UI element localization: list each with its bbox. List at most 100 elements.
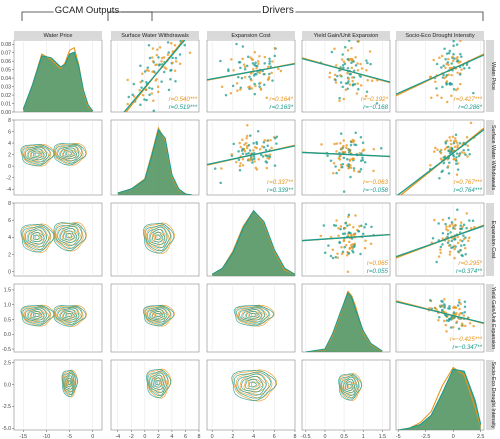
outputs-bracket [21,11,153,21]
scatter-point [354,131,357,135]
panel-r4-c1 [110,359,200,431]
y-tick-label: 0 [8,270,11,276]
contour-line [62,230,75,241]
scatter-point [435,308,438,311]
y-tick-label: 0.04 [1,76,11,82]
scatter-point [339,132,343,135]
scatter-point [472,324,475,328]
scatter-point [126,102,129,106]
scatter-point [344,45,347,49]
y-tick-label: 0.06 [1,59,11,65]
scatter-point [467,239,470,243]
scatter-point [455,152,459,155]
contour-line [147,307,168,323]
contour-line [148,226,170,248]
contour-line [251,313,259,318]
contour-line [62,311,75,319]
contour-line [57,145,80,162]
contour-line [62,149,75,158]
scatter-point [465,226,468,230]
scatter-point [273,164,277,167]
correlation-label-orange: r=0.427*** [454,96,483,103]
scatter-point [138,88,141,92]
scatter-point [449,139,453,142]
scatter-point [347,163,351,166]
scatter-point [456,235,459,239]
scatter-point [449,231,452,234]
scatter-point [441,218,445,222]
contour-line [343,378,356,394]
contour-line [67,313,74,318]
scatter-point [249,72,253,75]
scatter-point [455,162,458,165]
scatter-point [241,57,244,61]
scatter-point [450,239,454,243]
scatter-point [441,243,444,246]
group-header: GCAM Outputs Drivers [21,3,484,21]
scatter-point [448,161,451,164]
scatter-point [360,152,363,155]
scatter-point [354,143,358,147]
panel-background [301,39,391,113]
scatter-point [465,135,469,139]
scatter-point [354,214,357,217]
x-tick-label: -5 [396,434,401,439]
scatter-point [445,225,448,228]
contour-line [344,378,357,393]
col-strip-socio-eco-drought-intensity [396,31,484,39]
scatter-point [213,167,217,170]
density-curve-orange [398,366,482,430]
scatter-point [462,148,465,152]
scatter-point [370,225,373,229]
correlation-label-orange: r=0.767*** [454,179,483,186]
scatter-point [453,137,457,140]
scatter-point [360,224,363,227]
scatter-point [146,66,150,69]
correlation-label-teal: r=0.339** [267,187,294,194]
scatter-point [167,51,170,54]
scatter-point [346,71,349,75]
scatter-point [342,60,346,64]
scatter-point [259,153,263,157]
scatter-point [219,181,222,185]
scatter-point [345,143,348,147]
scatter-point [469,121,473,125]
contour-line [144,306,171,325]
x-tick-label: 0.5 [340,434,348,439]
scatter-point [446,165,450,168]
scatter-point [351,84,355,87]
scatter-point [139,103,142,106]
panel-r0-c4: r=0.427***r=0.286* [395,39,485,113]
scatter-point [141,93,145,97]
scatter-point [126,78,129,82]
scatter-point [139,64,142,67]
scatter-point [250,156,253,160]
scatter-point [268,60,272,63]
contour-line [156,234,163,241]
contour-line [147,226,168,249]
contour-line [250,381,260,388]
scatter-point [331,248,335,251]
x-tick-label: 4 [252,434,255,439]
scatter-point [335,171,338,175]
scatter-point [452,326,455,329]
panel-body [20,143,87,167]
panel-body [338,373,363,401]
panel-body [211,209,295,276]
scatter-point [434,80,437,84]
contour-line [55,306,83,325]
scatter-point [245,152,248,156]
contour-line [26,307,49,323]
scatter-point [451,246,455,249]
regression-line-teal [302,151,390,158]
contour-line [65,312,73,318]
y-tick-label: 0.0 [4,382,11,388]
scatter-point [268,72,271,76]
panel-background [301,359,391,431]
scatter-point [250,87,253,90]
scatter-point [458,73,462,76]
scatter-point [363,226,366,229]
contour-line [33,234,40,240]
